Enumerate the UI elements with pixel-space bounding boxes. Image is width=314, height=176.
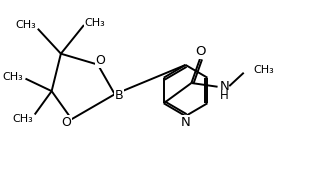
Text: CH₃: CH₃: [13, 114, 33, 124]
Text: CH₃: CH₃: [2, 72, 23, 82]
Text: O: O: [195, 45, 205, 58]
Text: O: O: [95, 54, 105, 67]
Text: CH₃: CH₃: [84, 18, 105, 27]
Text: H: H: [220, 89, 229, 102]
Text: O: O: [61, 116, 71, 129]
Text: CH₃: CH₃: [16, 20, 36, 30]
Text: CH₃: CH₃: [253, 65, 274, 75]
Text: N: N: [181, 116, 190, 129]
Text: B: B: [115, 89, 124, 102]
Text: N: N: [219, 80, 229, 93]
